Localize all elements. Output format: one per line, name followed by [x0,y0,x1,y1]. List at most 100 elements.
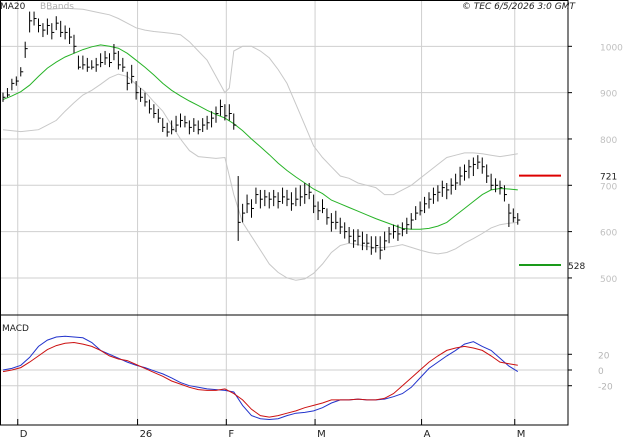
macd-y-tick-label: 20 [598,351,610,361]
macd-line [2,335,519,421]
price-bar [42,23,46,38]
price-bar [109,53,112,68]
price-bar [77,55,81,70]
price-bar [153,104,157,119]
price-bar [197,120,201,135]
price-bar [459,166,463,186]
price-bar [51,23,55,40]
price-bar [60,20,64,38]
price-bar [357,229,361,246]
price-bar [264,189,268,207]
price-bar [237,176,241,241]
price-bar [255,187,259,204]
price-bar [91,60,95,70]
price-bar [424,196,428,214]
price-bar [437,185,441,202]
y-axis-labels: 500 600 700 800 900 1000 20 0 -20 [568,43,623,393]
price-bar [215,106,219,123]
price-bar [100,53,104,68]
x-tick-label: A [424,429,431,440]
price-bar [131,64,135,84]
price-bar [157,108,161,123]
price-bar [393,224,396,239]
macd-y-tick-label: 0 [598,367,604,377]
price-bar [29,11,33,33]
support-resistance-levels: 721 528 [519,173,617,272]
price-bar [299,185,303,207]
frame-border [0,0,569,426]
price-bar [384,231,388,251]
price-bar [166,122,170,137]
price-bar [304,182,308,204]
price-bar [481,157,485,174]
price-bar [122,57,126,72]
price-bar [277,192,281,209]
price-bar [24,41,28,58]
price-bar [206,115,210,130]
price-bar [175,115,179,133]
price-bar [188,120,192,135]
macd-panel-title: MACD [2,324,29,334]
price-bar [512,208,516,223]
price-bar [95,57,99,72]
price-bar [490,173,494,190]
ma20-line [2,44,518,230]
bband-upper-line [47,7,518,196]
price-bar [148,99,152,114]
ma20-path [2,44,518,230]
price-bar [104,50,108,65]
price-bar [322,199,325,214]
bollinger-bands [2,7,518,281]
price-bar [344,222,348,239]
price-bar [366,233,370,251]
price-bar [486,164,490,183]
price-bars [2,11,521,260]
price-bar [295,187,299,207]
price-bar [450,178,454,195]
price-y-tick-label: 600 [600,229,617,239]
price-bar [503,185,507,202]
price-bar [446,182,450,200]
price-bar [6,88,10,98]
price-bar [313,194,317,214]
price-bar [406,217,410,234]
price-bar [375,236,379,253]
macd-y-tick-label: -20 [598,383,613,393]
copyright-text: © TEC 6/5/2026 3:0 GMT [462,2,577,12]
price-bar [33,11,37,26]
price-y-tick-label: 800 [600,136,617,146]
price-bar [517,213,521,225]
price-bar [508,203,512,227]
price-bar [180,113,183,128]
price-bar [73,34,77,54]
price-bar [415,206,419,221]
price-bar [495,178,499,193]
x-tick-label: M [517,429,526,440]
price-bar [46,18,50,35]
price-bar [455,173,459,190]
price-bar [11,78,15,91]
bband-lower-line [2,73,518,281]
price-bar [82,55,86,70]
price-bar [219,99,223,116]
x-tick-label: D [20,429,28,440]
price-bar [410,213,414,230]
price-bar [388,226,392,244]
price-bar [268,192,272,209]
price-bar [441,180,445,197]
vertical-grid [17,0,516,425]
price-bar [335,210,339,230]
x-tick-label: 26 [140,429,153,440]
price-bar [228,104,232,121]
price-bar [233,113,237,130]
x-tick-label: M [317,429,326,440]
price-bar [251,199,254,218]
legend-bbands: BBands [40,2,74,12]
price-bar [140,88,144,102]
price-bar [184,115,188,128]
price-bar [401,222,405,237]
resistance-label: 721 [600,173,617,183]
price-bar [353,229,357,248]
